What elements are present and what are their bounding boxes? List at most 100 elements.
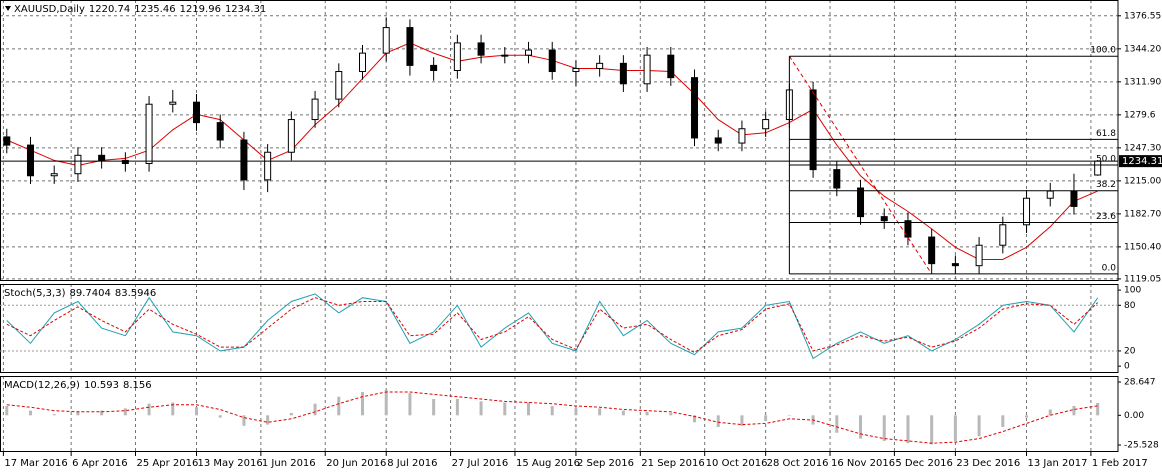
macd-bar xyxy=(882,415,886,441)
x-tick-label: 8 Jul 2016 xyxy=(387,458,437,469)
y-tick-label: 100 xyxy=(1124,286,1141,296)
fib-anchor-line xyxy=(788,55,933,275)
y-tick-label: -25.528 xyxy=(1124,440,1159,450)
x-tick-label: 10 Oct 2016 xyxy=(706,458,768,469)
macd-bar xyxy=(5,406,9,416)
candle-body xyxy=(619,62,627,85)
header-value: 89.7404 xyxy=(69,288,110,299)
candle-body xyxy=(691,77,699,139)
candle-body xyxy=(857,187,865,218)
fib-label: 23.6 xyxy=(1096,212,1116,222)
macd-bar xyxy=(171,402,175,416)
macd-bar xyxy=(716,415,720,427)
candle-body xyxy=(714,137,722,144)
x-tick-label: 13 Jan 2017 xyxy=(1028,458,1088,469)
candle-body xyxy=(264,151,272,181)
candle-body xyxy=(406,27,414,66)
y-tick-label: 1182.70 xyxy=(1124,209,1161,219)
macd-bar xyxy=(194,407,198,416)
x-tick-label: 16 Nov 2016 xyxy=(831,458,895,469)
x-tick-label: 28 Oct 2016 xyxy=(767,458,829,469)
macd-bar xyxy=(598,408,602,416)
price-label: 1234.31 xyxy=(1122,156,1162,167)
macd-bar xyxy=(693,415,697,423)
panel-frame xyxy=(0,284,1119,373)
macd-bar xyxy=(930,415,934,445)
macd-bar xyxy=(621,410,625,416)
macd-bar xyxy=(28,410,32,416)
header-value: Stoch(5,3,3) xyxy=(4,288,66,299)
macd-bar xyxy=(337,396,341,416)
macd-bar xyxy=(527,402,531,416)
x-tick-label: 6 Apr 2016 xyxy=(72,458,127,469)
y-tick-label: 1247.30 xyxy=(1124,143,1161,153)
macd-bar xyxy=(503,402,507,416)
x-tick-label: 15 Aug 2016 xyxy=(516,458,580,469)
fib-label: 100.0 xyxy=(1090,46,1116,56)
x-tick-label: 27 Jul 2016 xyxy=(452,458,509,469)
header-arrow xyxy=(5,6,11,11)
candle-body xyxy=(335,71,343,100)
x-tick-label: 1 Feb 2017 xyxy=(1092,458,1148,469)
candle-body xyxy=(26,144,34,177)
macd-bar xyxy=(977,415,981,437)
candle-body xyxy=(928,236,936,265)
candle-body xyxy=(477,42,485,56)
macd-bar xyxy=(1025,415,1029,418)
macd-bar xyxy=(1001,415,1005,427)
price-box xyxy=(1119,155,1162,168)
y-tick-label: 1311.90 xyxy=(1124,77,1161,87)
candle-body xyxy=(240,139,248,181)
macd-bar xyxy=(740,415,744,426)
header-value: 1220.74 xyxy=(89,4,130,15)
y-tick-label: 1119.05 xyxy=(1124,274,1161,284)
candle-body xyxy=(145,103,153,164)
candle-body xyxy=(169,101,177,105)
stoch-line xyxy=(6,297,1099,354)
header-value: 1235.46 xyxy=(134,4,175,15)
header-value: XAUUSD,Daily xyxy=(14,4,85,15)
macd-bar xyxy=(361,392,365,416)
macd-bar xyxy=(289,412,293,416)
fib-label: 0.0 xyxy=(1102,263,1117,273)
macd-bar xyxy=(479,401,483,416)
x-tick-label: 23 Dec 2016 xyxy=(956,458,1020,469)
candle-body xyxy=(999,224,1007,246)
macd-bar xyxy=(574,408,578,416)
y-tick-label: 80 xyxy=(1124,301,1136,311)
signal-line xyxy=(6,391,1098,444)
candle-body xyxy=(359,52,367,73)
candle-body xyxy=(453,42,461,72)
macd-bar xyxy=(645,411,649,416)
candle-body xyxy=(572,67,580,73)
x-tick-label: 2 Sep 2016 xyxy=(577,458,634,469)
y-tick-label: 1215.00 xyxy=(1124,176,1161,186)
fib-label: 50.0 xyxy=(1096,155,1116,165)
candle-body xyxy=(667,54,675,79)
x-tick-label: 1 Jun 2016 xyxy=(262,458,316,469)
candle-body xyxy=(98,154,106,161)
macd-bar xyxy=(1072,406,1076,416)
candle-body xyxy=(192,101,200,124)
candle-body xyxy=(311,98,319,121)
candle-body xyxy=(430,64,438,72)
candle-body xyxy=(501,54,509,57)
candle-body xyxy=(809,89,817,171)
macd-bar xyxy=(906,415,910,444)
macd-bar xyxy=(266,415,270,425)
candle-body xyxy=(596,62,604,69)
candle-body xyxy=(1046,190,1054,199)
y-tick-label: 20 xyxy=(1124,346,1136,356)
candle-body xyxy=(525,49,533,56)
header-value: 8.156 xyxy=(123,380,152,391)
candle-body xyxy=(643,54,651,85)
candle-body xyxy=(762,119,770,130)
panel-frame xyxy=(0,376,1119,452)
y-tick-label: 28.647 xyxy=(1124,377,1156,387)
fib-label: 61.8 xyxy=(1096,129,1116,139)
macd-bar xyxy=(384,389,388,416)
candle-body xyxy=(904,220,912,238)
macd-bar xyxy=(76,411,80,416)
